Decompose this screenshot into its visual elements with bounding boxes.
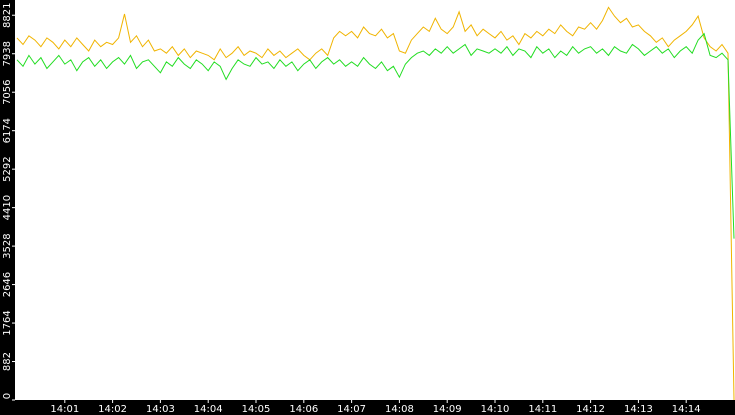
series-line (16, 6, 735, 400)
x-tick-label: 14:04 (194, 404, 223, 415)
x-tick-label: 14:06 (289, 404, 318, 415)
x-tick-label: 14:08 (385, 404, 414, 415)
y-tick-label: 6174 (2, 118, 13, 143)
x-axis-band (0, 400, 735, 415)
x-tick-label: 14:11 (528, 404, 557, 415)
x-tick-label: 14:14 (672, 404, 701, 415)
x-tick-label: 14:07 (337, 404, 366, 415)
y-tick-label: 8821 (2, 2, 13, 27)
y-tick-label: 4410 (2, 195, 13, 220)
x-tick-label: 14:12 (576, 404, 605, 415)
y-tick-label: 5292 (2, 156, 13, 181)
y-axis-band (0, 0, 15, 415)
x-tick-label: 14:01 (50, 404, 79, 415)
y-tick-label: 2646 (2, 272, 13, 297)
x-tick-label: 14:10 (481, 404, 510, 415)
y-tick-label: 3528 (2, 233, 13, 258)
y-tick-label: 7938 (2, 41, 13, 66)
x-tick-label: 14:09 (433, 404, 462, 415)
series-line (16, 32, 735, 239)
x-tick-label: 14:03 (146, 404, 175, 415)
x-tick-label: 14:02 (98, 404, 127, 415)
x-tick-label: 14:05 (242, 404, 271, 415)
y-tick-label: 1764 (2, 310, 13, 335)
y-tick-label: 882 (2, 352, 13, 371)
plot-area (16, 6, 735, 400)
y-tick-label: 0 (2, 393, 13, 399)
y-tick-label: 7056 (2, 79, 13, 104)
x-tick-label: 14:13 (624, 404, 653, 415)
